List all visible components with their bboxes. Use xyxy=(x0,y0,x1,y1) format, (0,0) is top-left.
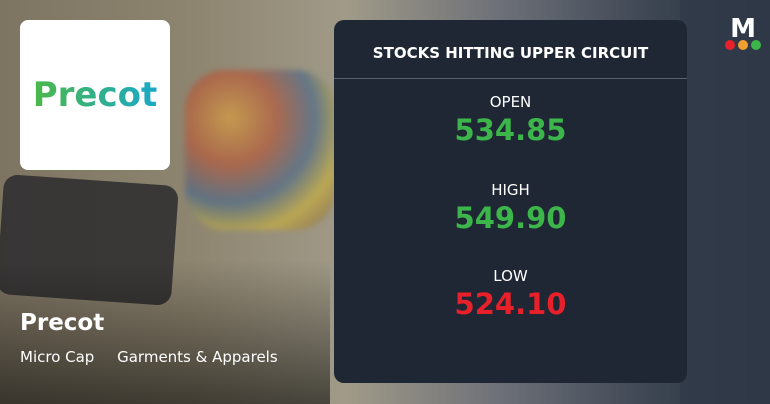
red-dot-icon xyxy=(725,40,735,50)
background-shade xyxy=(0,260,330,404)
company-logo: Precot xyxy=(20,20,170,170)
background-chart-screen xyxy=(680,0,770,404)
open-label: OPEN xyxy=(489,93,532,111)
green-dot-icon xyxy=(751,40,761,50)
orange-dot-icon xyxy=(738,40,748,50)
high-label: HIGH xyxy=(491,181,530,199)
company-tags: Micro Cap Garments & Apparels xyxy=(20,348,296,366)
market-cap-tag: Micro Cap xyxy=(20,348,95,366)
price-card: STOCKS HITTING UPPER CIRCUIT OPEN 534.85… xyxy=(334,20,687,383)
open-value: 534.85 xyxy=(454,113,567,147)
low-label: LOW xyxy=(493,267,528,285)
logo-text: Precot xyxy=(32,75,158,115)
brand-logo: M xyxy=(724,14,762,50)
sector-tag: Garments & Apparels xyxy=(117,348,278,366)
company-name: Precot xyxy=(20,310,105,336)
card-title: STOCKS HITTING UPPER CIRCUIT xyxy=(334,20,687,79)
low-value: 524.10 xyxy=(454,287,567,321)
background-candy-jar xyxy=(185,70,335,230)
high-value: 549.90 xyxy=(454,201,567,235)
brand-letter: M xyxy=(730,14,756,44)
